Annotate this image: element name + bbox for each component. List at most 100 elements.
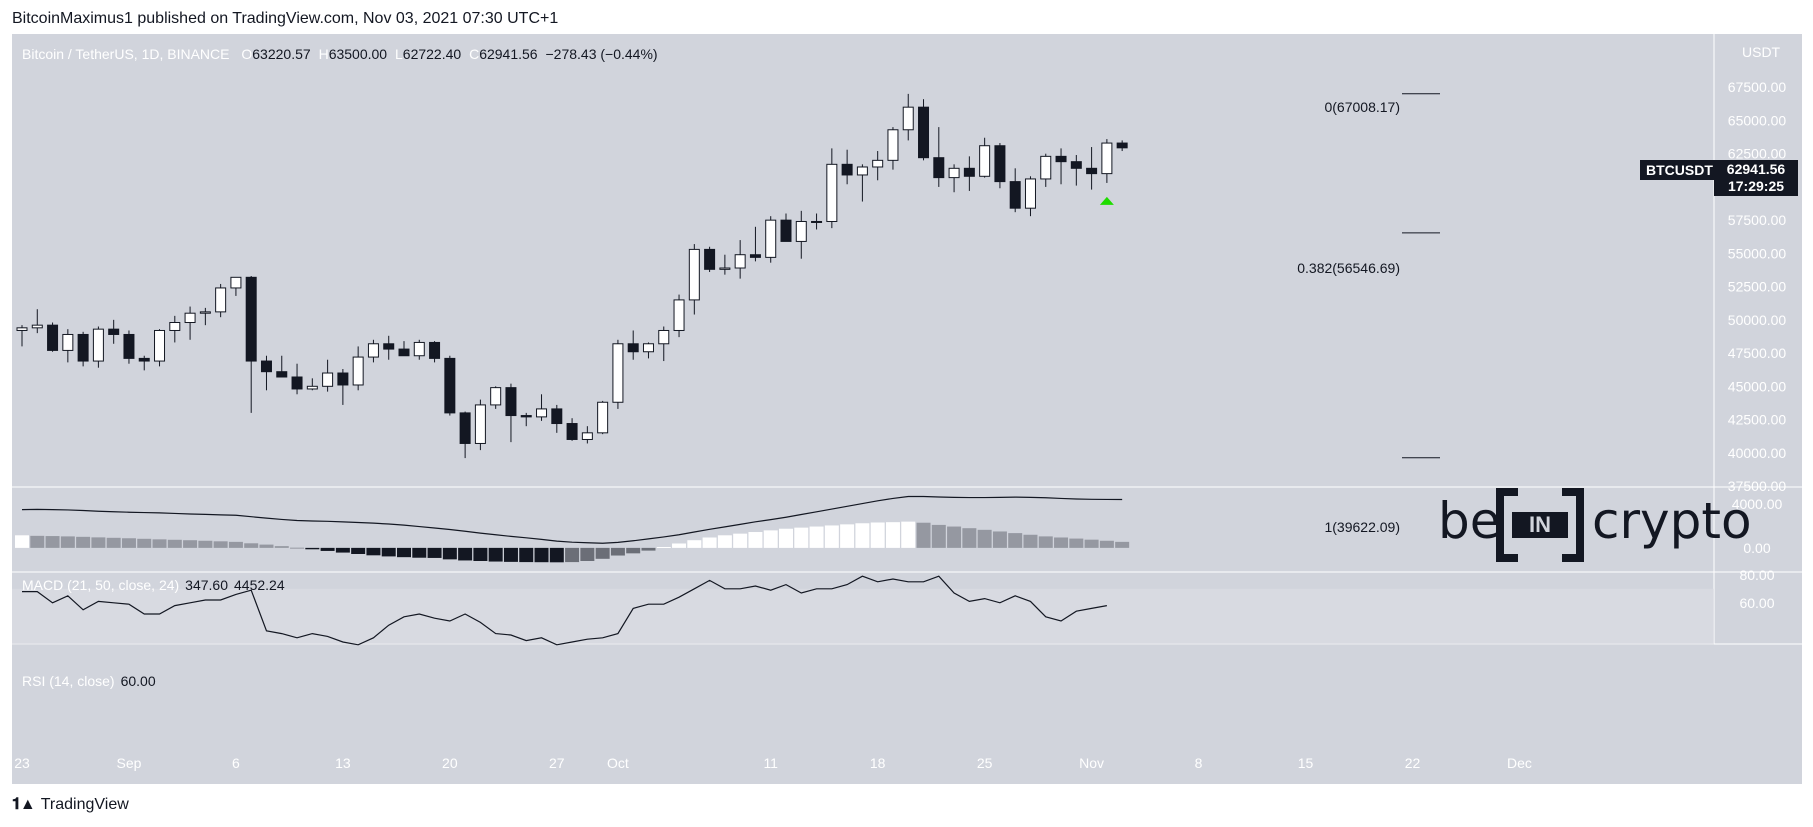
- date-tick-label: Sep: [116, 755, 141, 771]
- macd-histogram-bar: [503, 547, 518, 562]
- date-tick-label: 27: [549, 755, 565, 771]
- price-tick-label: 65000.00: [1728, 112, 1787, 128]
- fib-level-0: 0(67008.17): [1324, 99, 1400, 115]
- chart-area[interactable]: 37500.00 40000.00 42500.00 45000.00 47500.00…: [12, 34, 1802, 784]
- rsi-band: [12, 588, 1714, 645]
- macd-histogram-bar: [320, 547, 335, 551]
- candle-body: [612, 343, 624, 403]
- candle-body: [948, 167, 960, 179]
- footer-brand[interactable]: 𝟏▲ TradingView: [12, 796, 129, 814]
- macd-histogram-bar: [717, 535, 732, 548]
- macd-histogram-bar: [305, 547, 320, 550]
- macd-title[interactable]: MACD (21, 50, close, 24): [22, 577, 180, 593]
- tradingview-logo-icon: 𝟏▲: [12, 796, 36, 813]
- macd-histogram-bar: [733, 533, 748, 548]
- date-tick-label: 8: [1195, 755, 1203, 771]
- macd-histogram-bar: [779, 528, 793, 548]
- candle-body: [536, 408, 548, 418]
- date-tick-label: 6: [232, 755, 240, 771]
- macd-histogram-bar: [534, 547, 549, 563]
- symbol-price-tag: BTCUSDT: [1640, 160, 1719, 180]
- macd-histogram-bar: [30, 535, 45, 548]
- logo-text-be: be: [1438, 492, 1501, 550]
- macd-histogram-bar: [488, 547, 503, 562]
- macd-histogram-bar: [1038, 536, 1053, 548]
- macd-histogram-bar: [702, 537, 717, 548]
- candle-body: [459, 412, 471, 444]
- macd-histogram-bar: [870, 522, 885, 548]
- date-tick-label: 13: [335, 755, 351, 771]
- macd-histogram-bar: [183, 540, 198, 548]
- macd-histogram-bar: [992, 531, 1007, 548]
- candle-body: [627, 343, 639, 353]
- rsi-line: [22, 575, 1107, 646]
- fib-level-1: 1(39622.09): [1324, 519, 1400, 535]
- macd-histogram-bar: [335, 547, 350, 553]
- candle-body: [230, 276, 242, 289]
- symbol-title[interactable]: Bitcoin / TetherUS, 1D, BINANCE: [22, 46, 230, 62]
- candle-body: [337, 372, 349, 386]
- macd-histogram-bar: [1069, 538, 1084, 548]
- candle-body: [1070, 161, 1082, 169]
- macd-histogram-bar: [519, 547, 534, 563]
- candle-body: [352, 356, 364, 386]
- date-tick-label: 25: [977, 755, 993, 771]
- candle-body: [260, 360, 272, 373]
- macd-histogram-bar: [397, 547, 411, 558]
- macd-histogram-bar: [412, 547, 427, 558]
- date-tick-label: 22: [1405, 755, 1421, 771]
- macd-histogram-bar: [794, 527, 809, 548]
- macd-histogram-bar: [274, 546, 289, 548]
- macd-histogram-bar: [610, 547, 625, 556]
- macd-histogram-bar: [1115, 541, 1130, 548]
- macd-histogram-bar: [977, 529, 992, 548]
- candle-body: [77, 333, 89, 362]
- macd-histogram-bar: [641, 547, 656, 551]
- candle-body: [383, 343, 395, 350]
- publish-header: BitcoinMaximus1 published on TradingView…: [12, 10, 559, 27]
- rsi-title[interactable]: RSI (14, close): [22, 673, 115, 689]
- macd-histogram-bar: [259, 544, 274, 548]
- candle-body: [1040, 155, 1052, 180]
- candle-body: [673, 299, 685, 331]
- macd-histogram-bar: [947, 526, 962, 548]
- price-tick-label: 67500.00: [1728, 79, 1787, 95]
- last-price-tag: 62941.56 17:29:25: [1714, 160, 1798, 196]
- low-value: 62722.40: [402, 46, 462, 62]
- macd-histogram-bar: [885, 522, 900, 548]
- macd-histogram-bar: [106, 537, 121, 548]
- candle-body: [505, 387, 517, 417]
- rsi-legend: RSI (14, close) 60.00: [22, 673, 156, 689]
- rsi-tick-label: 60.00: [1739, 595, 1774, 611]
- candle-body: [413, 341, 425, 357]
- candle-body: [1101, 142, 1113, 175]
- candle-body: [367, 343, 379, 358]
- buy-signal-marker: [1099, 196, 1114, 205]
- bar-countdown: 17:29:25: [1727, 178, 1785, 194]
- date-tick-label: 18: [870, 755, 886, 771]
- macd-histogram-bar: [580, 547, 595, 561]
- price-tick-label: 40000.00: [1728, 445, 1787, 461]
- candle-body: [199, 311, 211, 314]
- macd-histogram-bar: [672, 543, 687, 548]
- macd-histogram-bar: [1008, 533, 1023, 548]
- candle-body: [581, 432, 593, 440]
- macd-histogram-bar: [167, 539, 182, 548]
- chart-canvas[interactable]: 37500.00 40000.00 42500.00 45000.00 47500.00…: [12, 34, 1802, 784]
- candle-body: [1009, 181, 1021, 209]
- candle-body: [520, 415, 532, 418]
- macd-histogram-bar: [290, 547, 305, 549]
- logo-bracket-box: IN: [1496, 488, 1584, 562]
- price-tick-label: 55000.00: [1728, 245, 1787, 261]
- macd-histogram-bar: [427, 547, 442, 558]
- candle-body: [856, 166, 868, 176]
- candle-body: [719, 267, 731, 270]
- candle-body: [108, 328, 120, 335]
- candle-body: [306, 385, 318, 390]
- macd-legend: MACD (21, 50, close, 24) 347.60 4452.24: [22, 577, 285, 593]
- macd-histogram-bar: [809, 526, 824, 548]
- macd-histogram-bar: [1023, 534, 1038, 548]
- candle-body: [123, 333, 135, 359]
- price-tick-label: 47500.00: [1728, 345, 1787, 361]
- macd-histogram-bar: [152, 539, 167, 548]
